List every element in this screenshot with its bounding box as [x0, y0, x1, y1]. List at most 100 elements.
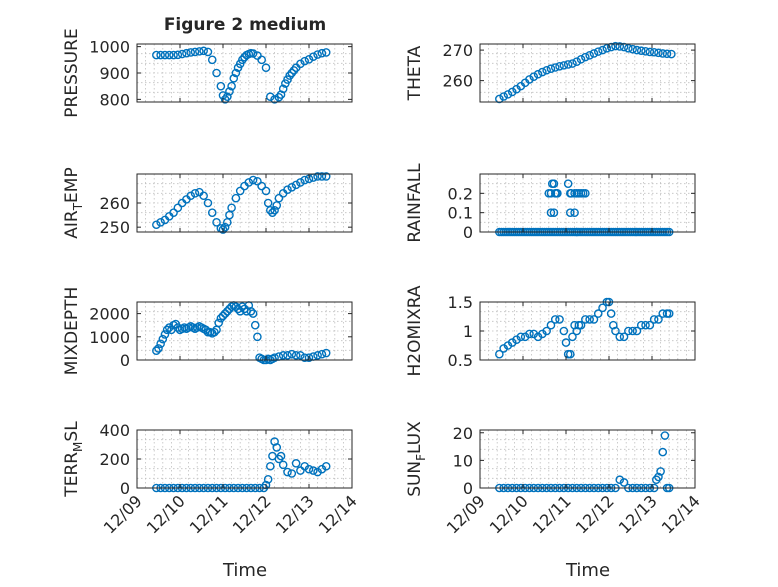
data-point: [566, 349, 575, 359]
data-point: [304, 353, 314, 362]
data-point: [317, 349, 327, 359]
data-point: [304, 54, 314, 64]
data-point: [231, 193, 241, 203]
data-point: [645, 320, 655, 330]
x-axis-label-right: Time: [565, 560, 610, 581]
data-point: [503, 90, 513, 99]
data-point: [499, 92, 508, 101]
data-point: [190, 189, 200, 198]
data-point: [568, 59, 577, 68]
data-point: [261, 63, 271, 73]
data-point: [278, 460, 288, 470]
x-axis-label-left: Time: [222, 560, 267, 581]
y-tick-label: 270: [442, 41, 473, 60]
data-point: [658, 49, 668, 58]
data-point: [313, 50, 322, 59]
data-point: [227, 203, 236, 213]
data-point: [667, 49, 676, 59]
data-point: [321, 172, 331, 181]
data-point: [222, 306, 232, 316]
y-tick-label: 250: [99, 218, 130, 237]
data-point: [248, 309, 258, 318]
y-tick-label: 0.1: [448, 204, 473, 223]
data-point: [152, 346, 161, 356]
data-point: [278, 351, 288, 360]
data-point: [636, 320, 646, 330]
data-point: [283, 185, 292, 195]
data-point: [308, 52, 318, 61]
data-point: [218, 311, 228, 321]
data-point: [186, 191, 196, 201]
subplot-2: 260 270 THETA: [405, 41, 696, 104]
data-point: [218, 225, 228, 234]
data-point: [566, 208, 575, 217]
y-tick-label: 10: [453, 451, 473, 470]
data-point: [212, 68, 221, 78]
data-point: [201, 325, 211, 335]
data-point: [549, 179, 559, 188]
data-point: [641, 320, 650, 330]
subplot-1: 800 900 1000 PRESSURE: [62, 28, 353, 118]
data-point: [632, 326, 642, 336]
data-point: [186, 48, 196, 57]
data-point: [263, 474, 273, 484]
data-point: [654, 48, 663, 58]
data-point: [300, 353, 310, 362]
data-point: [257, 181, 267, 191]
data-point: [169, 50, 178, 60]
data-point: [538, 67, 547, 77]
data-point: [173, 50, 183, 60]
data-point: [199, 46, 208, 56]
y-tick-label: 260: [99, 194, 130, 213]
data-point: [581, 315, 590, 324]
data-point: [321, 461, 331, 471]
data-point: [611, 41, 620, 51]
data-point: [156, 50, 165, 60]
data-point: [495, 349, 504, 359]
data-point: [649, 315, 659, 324]
data-point: [220, 222, 230, 232]
data-point: [257, 55, 267, 65]
data-point: [645, 47, 655, 57]
data-point: [660, 431, 670, 440]
y-tick-label: 800: [99, 90, 130, 109]
axes-box: [479, 43, 696, 103]
data-point: [553, 189, 562, 198]
data-point: [190, 47, 200, 57]
y-axis-label: MIXDEPTH: [62, 287, 82, 376]
data-point: [285, 71, 294, 80]
data-point: [287, 469, 297, 478]
y-tick-label: 1.5: [448, 293, 473, 312]
y-tick-label: 0.5: [448, 351, 473, 370]
data-point: [615, 42, 625, 51]
data-point: [581, 52, 590, 62]
data-point: [274, 92, 284, 102]
data-point: [270, 353, 279, 362]
data-point: [611, 326, 620, 336]
data-point: [182, 48, 191, 58]
data-point: [624, 326, 633, 336]
y-tick-label: 200: [99, 450, 130, 469]
data-point: [576, 54, 586, 64]
data-point: [173, 203, 183, 213]
data-point: [212, 218, 221, 227]
data-point: [313, 351, 322, 360]
data-point: [525, 75, 534, 84]
data-point: [278, 84, 288, 94]
data-point: [283, 467, 292, 477]
data-point: [291, 459, 301, 468]
axes-box: [479, 173, 696, 233]
data-point: [158, 334, 168, 344]
data-point: [231, 302, 241, 311]
x-tick-label: 12/11: [529, 491, 575, 537]
data-point: [173, 323, 183, 332]
data-point: [265, 205, 275, 215]
y-tick-label: 1000: [89, 328, 130, 347]
data-point: [270, 95, 279, 104]
data-point: [533, 69, 543, 79]
data-point: [555, 315, 564, 324]
data-point: [593, 309, 603, 318]
